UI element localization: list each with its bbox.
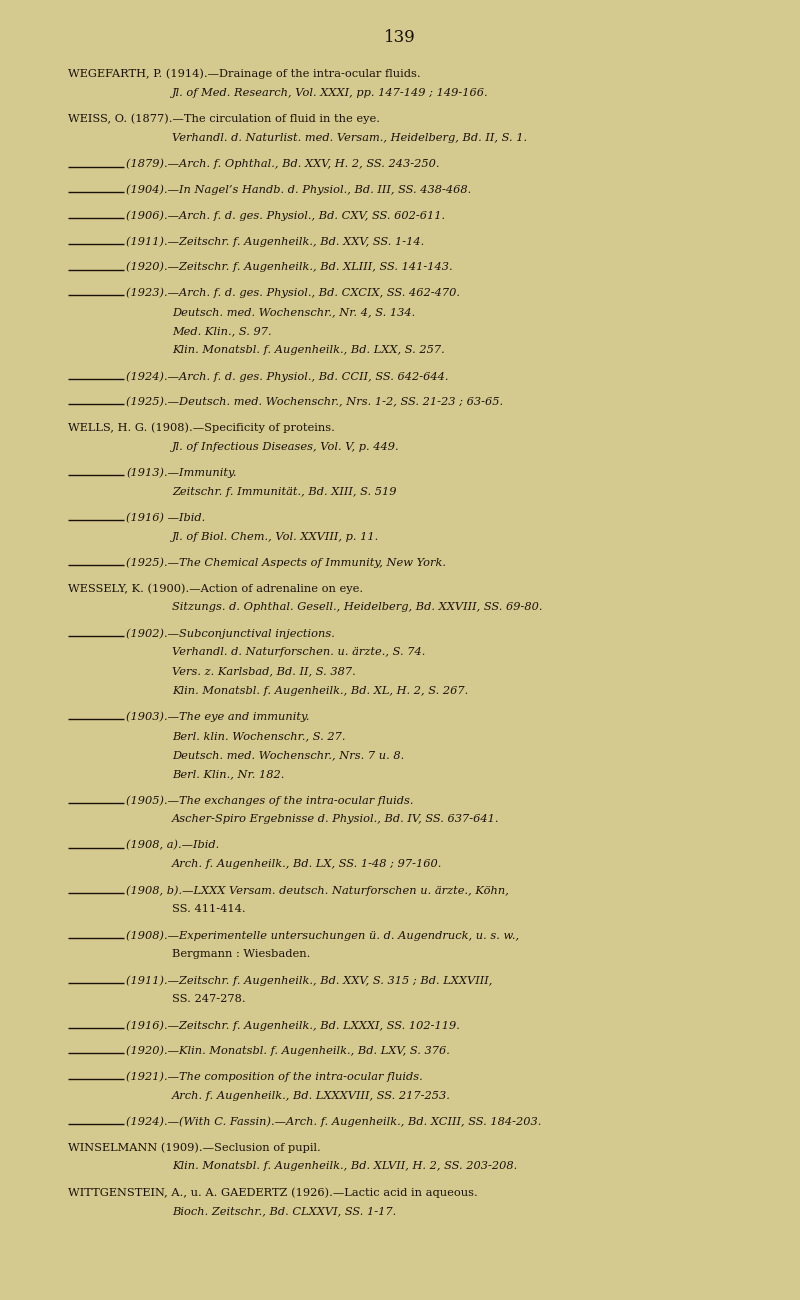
Text: Klin. Monatsbl. f. Augenheilk., Bd. XL, H. 2, S. 267.: Klin. Monatsbl. f. Augenheilk., Bd. XL, …: [172, 686, 468, 696]
Text: (1920).—Klin. Monatsbl. f. Augenheilk., Bd. LXV, S. 376.: (1920).—Klin. Monatsbl. f. Augenheilk., …: [126, 1045, 450, 1057]
Text: Verhandl. d. Naturlist. med. Versam., Heidelberg, Bd. II, S. 1.: Verhandl. d. Naturlist. med. Versam., He…: [172, 133, 527, 143]
Text: Sitzungs. d. Ophthal. Gesell., Heidelberg, Bd. XXVIII, SS. 69-80.: Sitzungs. d. Ophthal. Gesell., Heidelber…: [172, 602, 542, 612]
Text: (1908, b).—LXXX Versam. deutsch. Naturforschen u. ärzte., Köhn,: (1908, b).—LXXX Versam. deutsch. Naturfo…: [126, 885, 510, 896]
Text: Vers. z. Karlsbad, Bd. II, S. 387.: Vers. z. Karlsbad, Bd. II, S. 387.: [172, 667, 356, 676]
Text: (1925).—Deutsch. med. Wochenschr., Nrs. 1-2, SS. 21-23 ; 63-65.: (1925).—Deutsch. med. Wochenschr., Nrs. …: [126, 396, 503, 407]
Text: Deutsch. med. Wochenschr., Nrs. 7 u. 8.: Deutsch. med. Wochenschr., Nrs. 7 u. 8.: [172, 750, 404, 760]
Text: Zeitschr. f. Immunität., Bd. XIII, S. 519: Zeitschr. f. Immunität., Bd. XIII, S. 51…: [172, 486, 397, 497]
Text: (1905).—The exchanges of the intra-ocular fluids.: (1905).—The exchanges of the intra-ocula…: [126, 796, 414, 806]
Text: (1904).—In Nagel’s Handb. d. Physiol., Bd. III, SS. 438-468.: (1904).—In Nagel’s Handb. d. Physiol., B…: [126, 185, 472, 195]
Text: (1925).—The Chemical Aspects of Immunity, New York.: (1925).—The Chemical Aspects of Immunity…: [126, 558, 446, 568]
Text: Jl. of Med. Research, Vol. XXXI, pp. 147-149 ; 149-166.: Jl. of Med. Research, Vol. XXXI, pp. 147…: [172, 88, 489, 98]
Text: WELLS, H. G. (1908).—Specificity of proteins.: WELLS, H. G. (1908).—Specificity of prot…: [68, 422, 335, 433]
Text: (1916) —Ibid.: (1916) —Ibid.: [126, 512, 206, 523]
Text: Ascher-Spiro Ergebnisse d. Physiol., Bd. IV, SS. 637-641.: Ascher-Spiro Ergebnisse d. Physiol., Bd.…: [172, 814, 499, 824]
Text: (1879).—Arch. f. Ophthal., Bd. XXV, H. 2, SS. 243-250.: (1879).—Arch. f. Ophthal., Bd. XXV, H. 2…: [126, 159, 440, 169]
Text: (1920).—Zeitschr. f. Augenheilk., Bd. XLIII, SS. 141-143.: (1920).—Zeitschr. f. Augenheilk., Bd. XL…: [126, 261, 453, 273]
Text: (1908, a).—Ibid.: (1908, a).—Ibid.: [126, 840, 220, 850]
Text: Jl. of Biol. Chem., Vol. XXVIII, p. 11.: Jl. of Biol. Chem., Vol. XXVIII, p. 11.: [172, 532, 379, 542]
Text: (1923).—Arch. f. d. ges. Physiol., Bd. CXCIX, SS. 462-470.: (1923).—Arch. f. d. ges. Physiol., Bd. C…: [126, 287, 461, 298]
Text: 139: 139: [384, 29, 416, 46]
Text: WITTGENSTEIN, A., u. A. GAEDERTZ (1926).—Lactic acid in aqueous.: WITTGENSTEIN, A., u. A. GAEDERTZ (1926).…: [68, 1187, 478, 1197]
Text: Bergmann : Wiesbaden.: Bergmann : Wiesbaden.: [172, 949, 310, 959]
Text: Klin. Monatsbl. f. Augenheilk., Bd. XLVII, H. 2, SS. 203-208.: Klin. Monatsbl. f. Augenheilk., Bd. XLVI…: [172, 1161, 518, 1171]
Text: Klin. Monatsbl. f. Augenheilk., Bd. LXX, S. 257.: Klin. Monatsbl. f. Augenheilk., Bd. LXX,…: [172, 346, 445, 355]
Text: SS. 411-414.: SS. 411-414.: [172, 905, 246, 914]
Text: (1921).—The composition of the intra-ocular fluids.: (1921).—The composition of the intra-ocu…: [126, 1071, 423, 1082]
Text: (1906).—Arch. f. d. ges. Physiol., Bd. CXV, SS. 602-611.: (1906).—Arch. f. d. ges. Physiol., Bd. C…: [126, 211, 446, 221]
Text: (1902).—Subconjunctival injections.: (1902).—Subconjunctival injections.: [126, 628, 335, 638]
Text: Arch. f. Augenheilk., Bd. LX, SS. 1-48 ; 97-160.: Arch. f. Augenheilk., Bd. LX, SS. 1-48 ;…: [172, 859, 442, 870]
Text: Bioch. Zeitschr., Bd. CLXXVI, SS. 1-17.: Bioch. Zeitschr., Bd. CLXXVI, SS. 1-17.: [172, 1206, 396, 1217]
Text: (1913).—Immunity.: (1913).—Immunity.: [126, 468, 237, 478]
Text: Med. Klin., S. 97.: Med. Klin., S. 97.: [172, 326, 272, 335]
Text: Verhandl. d. Naturforschen. u. ärzte., S. 74.: Verhandl. d. Naturforschen. u. ärzte., S…: [172, 647, 426, 658]
Text: SS. 247-278.: SS. 247-278.: [172, 994, 246, 1004]
Text: (1916).—Zeitschr. f. Augenheilk., Bd. LXXXI, SS. 102-119.: (1916).—Zeitschr. f. Augenheilk., Bd. LX…: [126, 1020, 460, 1031]
Text: WEISS, O. (1877).—The circulation of fluid in the eye.: WEISS, O. (1877).—The circulation of flu…: [68, 114, 380, 125]
Text: (1911).—Zeitschr. f. Augenheilk., Bd. XXV, SS. 1-14.: (1911).—Zeitschr. f. Augenheilk., Bd. XX…: [126, 237, 425, 247]
Text: Deutsch. med. Wochenschr., Nr. 4, S. 134.: Deutsch. med. Wochenschr., Nr. 4, S. 134…: [172, 307, 415, 317]
Text: Jl. of Infectious Diseases, Vol. V, p. 449.: Jl. of Infectious Diseases, Vol. V, p. 4…: [172, 442, 400, 451]
Text: Berl. Klin., Nr. 182.: Berl. Klin., Nr. 182.: [172, 770, 284, 779]
Text: Berl. klin. Wochenschr., S. 27.: Berl. klin. Wochenschr., S. 27.: [172, 731, 346, 741]
Text: WEGEFARTH, P. (1914).—Drainage of the intra-ocular fluids.: WEGEFARTH, P. (1914).—Drainage of the in…: [68, 69, 421, 79]
Text: (1908).—Experimentelle untersuchungen ü. d. Augendruck, u. s. w.,: (1908).—Experimentelle untersuchungen ü.…: [126, 930, 519, 941]
Text: (1911).—Zeitschr. f. Augenheilk., Bd. XXV, S. 315 ; Bd. LXXVIII,: (1911).—Zeitschr. f. Augenheilk., Bd. XX…: [126, 975, 493, 985]
Text: (1924).—(With C. Fassin).—Arch. f. Augenheilk., Bd. XCIII, SS. 184-203.: (1924).—(With C. Fassin).—Arch. f. Augen…: [126, 1117, 542, 1127]
Text: Arch. f. Augenheilk., Bd. LXXXVIII, SS. 217-253.: Arch. f. Augenheilk., Bd. LXXXVIII, SS. …: [172, 1091, 451, 1101]
Text: (1903).—The eye and immunity.: (1903).—The eye and immunity.: [126, 711, 310, 723]
Text: (1924).—Arch. f. d. ges. Physiol., Bd. CCII, SS. 642-644.: (1924).—Arch. f. d. ges. Physiol., Bd. C…: [126, 370, 449, 382]
Text: WESSELY, K. (1900).—Action of adrenaline on eye.: WESSELY, K. (1900).—Action of adrenaline…: [68, 584, 363, 594]
Text: WINSELMANN (1909).—Seclusion of pupil.: WINSELMANN (1909).—Seclusion of pupil.: [68, 1143, 321, 1153]
